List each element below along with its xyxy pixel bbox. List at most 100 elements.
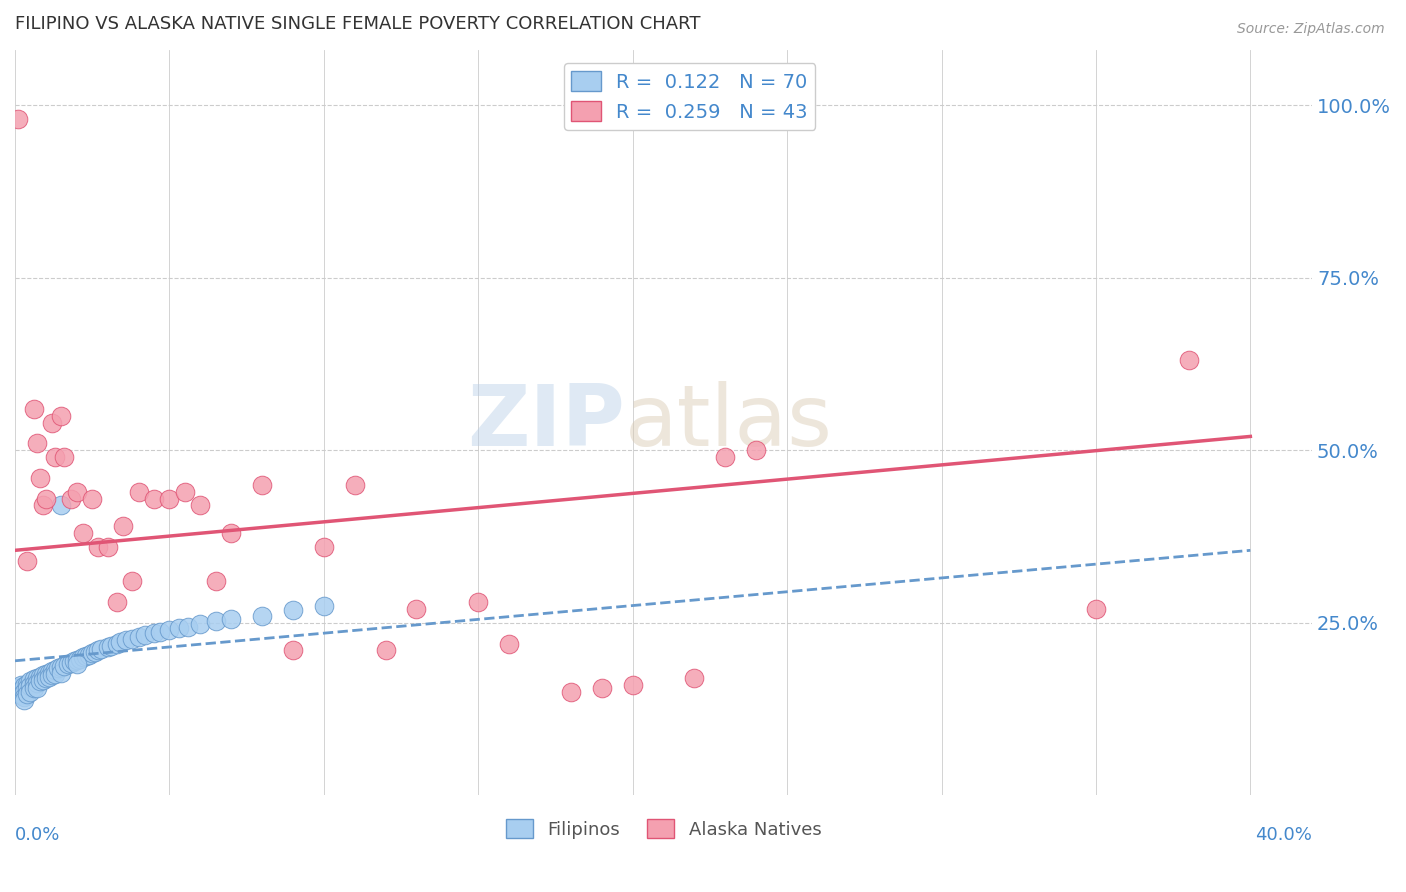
Point — [1084, 602, 1107, 616]
Point — [41, 416, 63, 430]
Point — [87, 643, 110, 657]
Point — [10, 678, 32, 692]
Point — [51, 499, 73, 513]
Point — [44, 666, 66, 681]
Point — [31, 673, 53, 687]
Point — [7, 681, 30, 696]
Point — [20, 674, 42, 689]
Point — [591, 681, 613, 696]
Point — [108, 635, 131, 649]
Point — [13, 685, 35, 699]
Text: ZIP: ZIP — [467, 381, 624, 464]
Point — [188, 617, 211, 632]
Point — [621, 678, 644, 692]
Point — [143, 491, 166, 506]
Point — [157, 491, 180, 506]
Point — [121, 574, 143, 589]
Point — [51, 660, 73, 674]
Point — [149, 624, 172, 639]
Point — [51, 665, 73, 680]
Point — [219, 526, 242, 541]
Point — [467, 595, 489, 609]
Point — [90, 642, 112, 657]
Point — [87, 540, 110, 554]
Point — [10, 683, 32, 698]
Point — [82, 491, 104, 506]
Point — [204, 574, 226, 589]
Point — [312, 540, 335, 554]
Point — [22, 673, 45, 687]
Text: 40.0%: 40.0% — [1256, 826, 1312, 844]
Point — [59, 656, 82, 670]
Point — [25, 671, 48, 685]
Point — [22, 401, 45, 416]
Point — [31, 668, 53, 682]
Point — [38, 670, 60, 684]
Point — [281, 603, 304, 617]
Point — [105, 636, 128, 650]
Point — [343, 477, 366, 491]
Point — [13, 690, 35, 704]
Point — [20, 685, 42, 699]
Point — [128, 484, 150, 499]
Point — [25, 436, 48, 450]
Point — [82, 646, 104, 660]
Point — [66, 484, 89, 499]
Point — [15, 681, 38, 696]
Point — [44, 450, 66, 464]
Text: atlas: atlas — [624, 381, 832, 464]
Point — [28, 674, 51, 689]
Point — [35, 671, 58, 685]
Point — [7, 112, 30, 126]
Point — [84, 645, 107, 659]
Point — [115, 633, 138, 648]
Point — [35, 666, 58, 681]
Point — [28, 471, 51, 485]
Point — [46, 661, 69, 675]
Point — [15, 676, 38, 690]
Point — [560, 685, 582, 699]
Point — [97, 540, 120, 554]
Point — [250, 608, 273, 623]
Point — [167, 621, 190, 635]
Point — [77, 648, 100, 662]
Point — [44, 663, 66, 677]
Point — [66, 657, 89, 672]
Point — [143, 626, 166, 640]
Point — [121, 632, 143, 646]
Point — [35, 491, 58, 506]
Point — [66, 653, 89, 667]
Point — [25, 676, 48, 690]
Point — [41, 668, 63, 682]
Point — [38, 665, 60, 680]
Point — [714, 450, 737, 464]
Point — [62, 655, 84, 669]
Point — [28, 670, 51, 684]
Point — [188, 499, 211, 513]
Point — [100, 639, 122, 653]
Point — [59, 491, 82, 506]
Point — [281, 643, 304, 657]
Point — [250, 477, 273, 491]
Point — [97, 640, 120, 654]
Point — [20, 679, 42, 693]
Point — [53, 658, 76, 673]
Legend: Filipinos, Alaska Natives: Filipinos, Alaska Natives — [499, 813, 828, 846]
Point — [1177, 353, 1199, 368]
Point — [374, 643, 396, 657]
Point — [745, 443, 768, 458]
Point — [498, 636, 520, 650]
Point — [204, 615, 226, 629]
Point — [15, 554, 38, 568]
Point — [157, 623, 180, 637]
Text: Source: ZipAtlas.com: Source: ZipAtlas.com — [1237, 22, 1385, 37]
Point — [683, 671, 706, 685]
Point — [15, 687, 38, 701]
Point — [75, 648, 97, 663]
Point — [13, 693, 35, 707]
Point — [72, 526, 94, 541]
Point — [128, 630, 150, 644]
Point — [7, 686, 30, 700]
Text: 0.0%: 0.0% — [15, 826, 60, 844]
Text: FILIPINO VS ALASKA NATIVE SINGLE FEMALE POVERTY CORRELATION CHART: FILIPINO VS ALASKA NATIVE SINGLE FEMALE … — [15, 15, 700, 33]
